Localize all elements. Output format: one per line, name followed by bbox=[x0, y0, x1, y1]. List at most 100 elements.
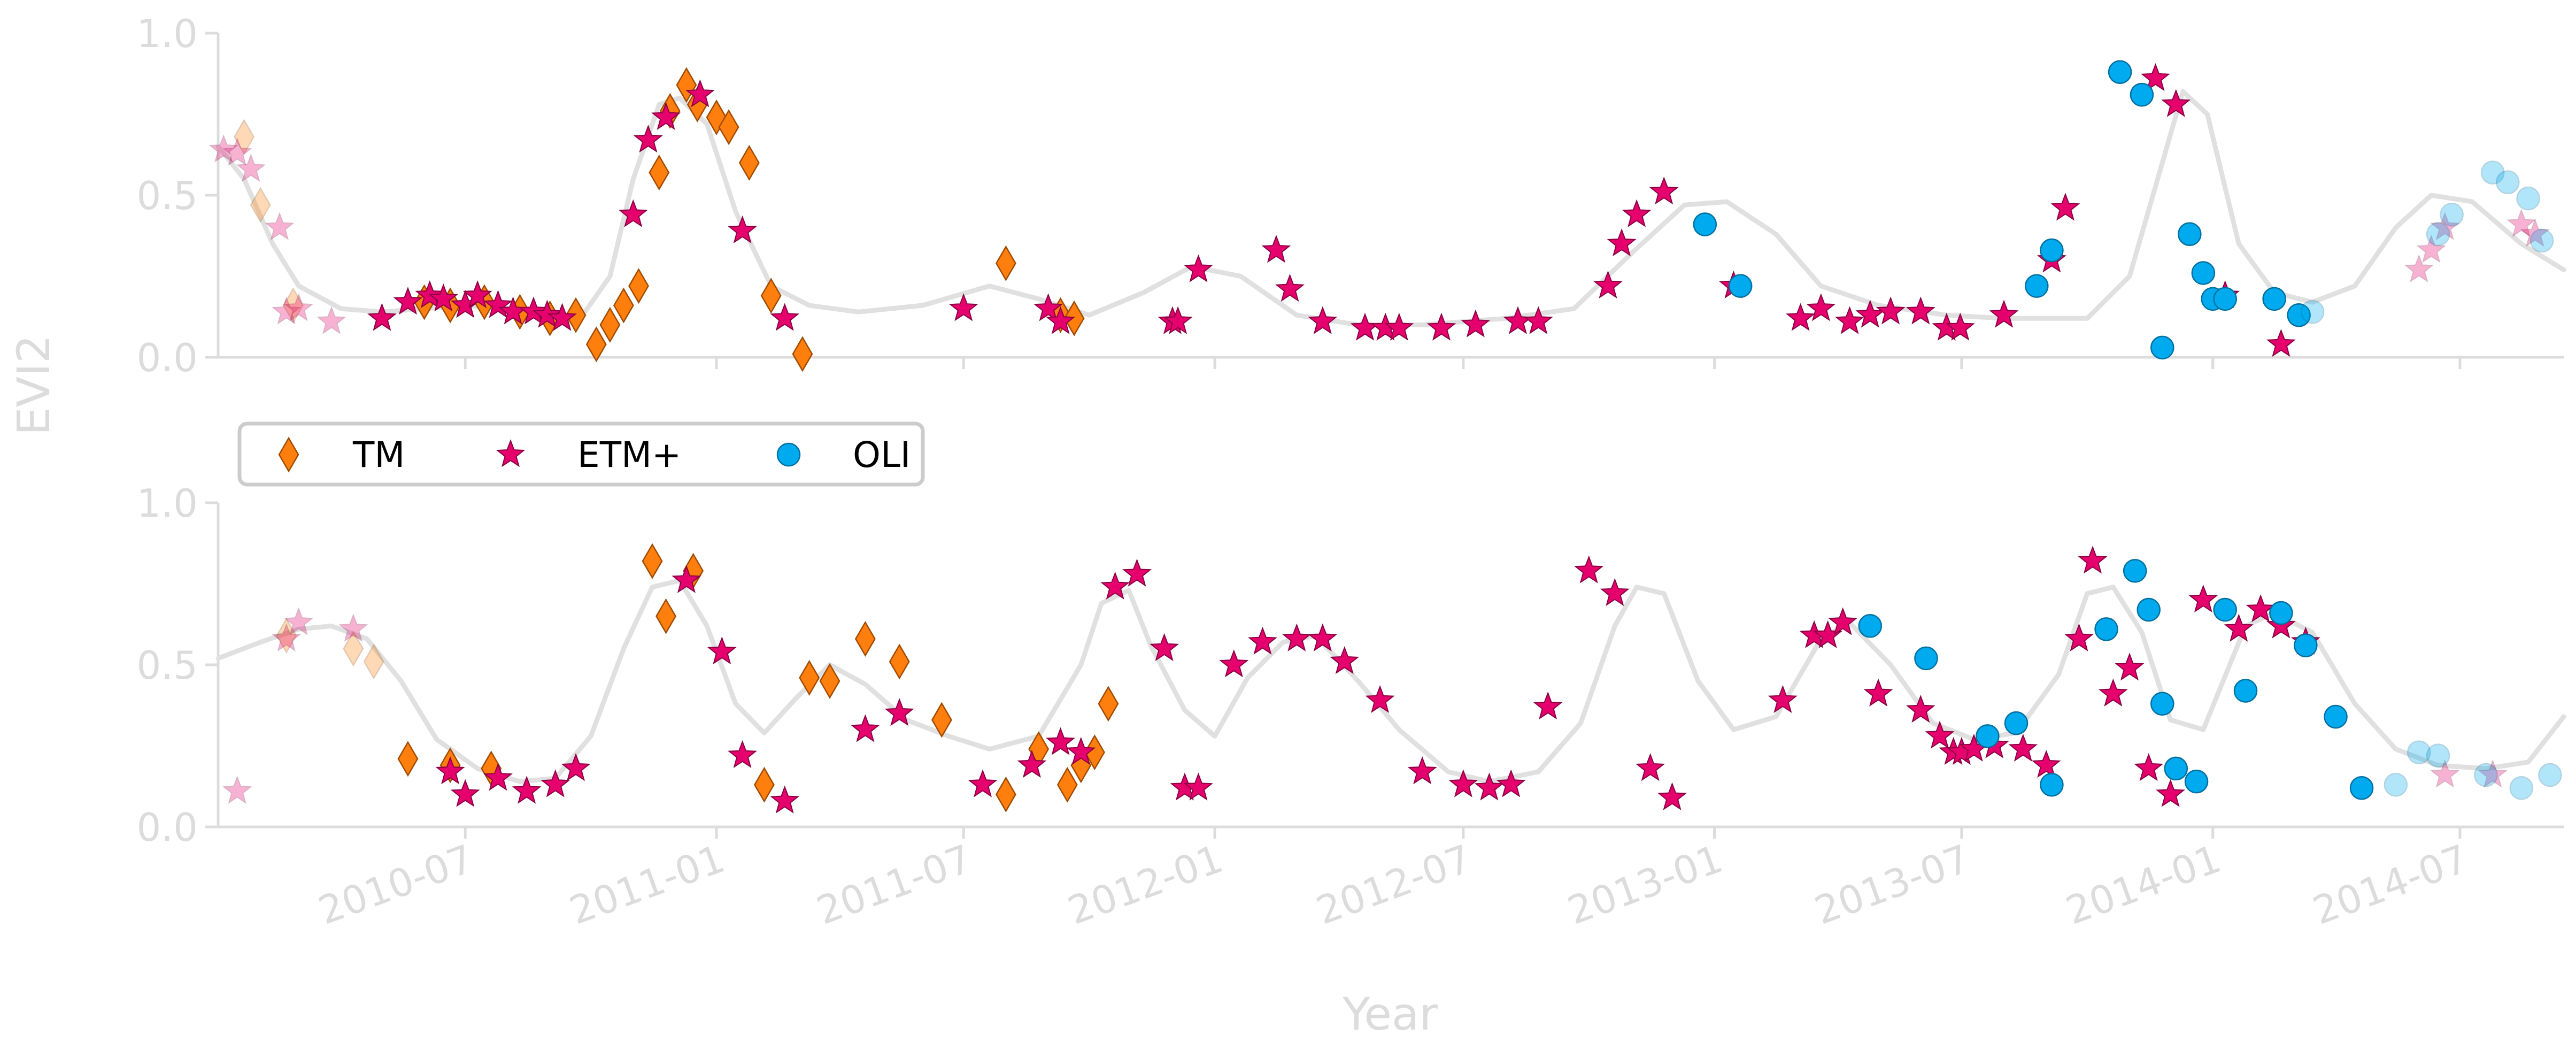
legend-frame bbox=[237, 421, 925, 487]
data-point-etm-plus bbox=[428, 283, 458, 312]
data-point-etm-plus bbox=[483, 763, 513, 791]
data-point-etm-plus bbox=[209, 134, 238, 163]
data-point-oli bbox=[2349, 776, 2374, 800]
data-point-tm bbox=[234, 119, 254, 155]
data-point-etm-plus bbox=[2404, 254, 2434, 282]
data-point-etm-plus bbox=[1282, 623, 1312, 651]
data-point-etm-plus bbox=[2098, 678, 2128, 707]
data-point-oli bbox=[2040, 238, 2064, 263]
data-point-etm-plus bbox=[1426, 312, 1456, 341]
data-point-oli bbox=[1914, 646, 1938, 671]
data-point-oli bbox=[2287, 303, 2311, 327]
data-point-oli bbox=[2426, 222, 2450, 246]
data-point-etm-plus bbox=[222, 137, 252, 166]
data-point-etm-plus bbox=[2416, 235, 2446, 263]
data-point-etm-plus bbox=[1607, 228, 1637, 257]
data-point-etm-plus bbox=[2246, 594, 2276, 623]
data-point-etm-plus bbox=[1184, 772, 1213, 801]
data-point-tm bbox=[1056, 766, 1078, 803]
data-point-etm-plus bbox=[1150, 633, 1179, 661]
data-point-etm-plus bbox=[1649, 177, 1679, 205]
data-point-etm-plus bbox=[2266, 328, 2296, 357]
data-point-tm bbox=[706, 99, 727, 136]
data-point-tm bbox=[718, 109, 739, 145]
data-point-tm bbox=[995, 776, 1016, 812]
data-point-etm-plus bbox=[1365, 685, 1395, 713]
data-point-oli bbox=[1858, 614, 1883, 638]
data-point-etm-plus bbox=[284, 293, 314, 321]
x-tick-label: 2011-01 bbox=[564, 836, 730, 933]
data-point-etm-plus bbox=[541, 769, 570, 797]
data-point-etm-plus bbox=[2008, 733, 2038, 762]
data-point-etm-plus bbox=[1308, 623, 1338, 651]
y-tick-label: 0.0 bbox=[136, 335, 198, 380]
data-point-etm-plus bbox=[1945, 312, 1975, 341]
data-point-tm bbox=[738, 144, 760, 181]
data-point-oli bbox=[2164, 756, 2188, 781]
data-point-etm-plus bbox=[2478, 760, 2508, 788]
data-point-etm-plus bbox=[968, 769, 998, 797]
data-point-tm bbox=[854, 621, 876, 657]
data-point-oli bbox=[2269, 601, 2293, 625]
data-point-etm-plus bbox=[1906, 694, 1935, 723]
data-point-etm-plus bbox=[317, 306, 346, 334]
x-tick-label: 2014-07 bbox=[2307, 836, 2473, 933]
data-point-etm-plus bbox=[2050, 193, 2080, 221]
data-point-etm-plus bbox=[2064, 623, 2094, 651]
data-point-etm-plus bbox=[1906, 296, 1935, 325]
data-point-oli bbox=[2407, 740, 2431, 764]
y-tick-label: 0.5 bbox=[136, 643, 198, 688]
data-point-etm-plus bbox=[1593, 270, 1623, 298]
data-point-etm-plus bbox=[1768, 685, 1798, 713]
data-point-tm bbox=[276, 617, 297, 654]
data-point-etm-plus bbox=[1503, 306, 1533, 334]
data-point-oli bbox=[2025, 274, 2049, 298]
data-point-etm-plus bbox=[707, 636, 737, 665]
data-point-oli bbox=[2509, 776, 2534, 800]
data-point-etm-plus bbox=[284, 607, 314, 635]
data-point-oli bbox=[2440, 203, 2464, 227]
data-point-etm-plus bbox=[1622, 199, 1652, 227]
data-point-etm-plus bbox=[1876, 296, 1906, 325]
data-point-tm bbox=[649, 155, 670, 191]
data-point-etm-plus bbox=[1407, 756, 1437, 785]
data-point-etm-plus bbox=[1275, 273, 1305, 302]
data-point-tm bbox=[1063, 300, 1085, 336]
y-tick-label: 1.0 bbox=[136, 11, 198, 56]
data-point-etm-plus bbox=[1496, 769, 1526, 797]
data-point-etm-plus bbox=[2115, 653, 2145, 681]
data-point-oli bbox=[2191, 261, 2216, 285]
data-point-etm-plus bbox=[1461, 309, 1491, 337]
data-point-oli bbox=[2426, 743, 2450, 768]
data-point-etm-plus bbox=[1523, 306, 1553, 334]
data-point-oli bbox=[2262, 287, 2286, 311]
data-point-etm-plus bbox=[1066, 737, 1096, 765]
data-point-etm-plus bbox=[1448, 769, 1478, 797]
data-point-oli bbox=[2294, 633, 2318, 657]
data-point-etm-plus bbox=[393, 287, 423, 315]
data-point-oli bbox=[2004, 711, 2029, 735]
legend: TM ETM+ OLI bbox=[237, 421, 925, 487]
legend-marker-tm bbox=[278, 436, 299, 473]
data-point-etm-plus bbox=[618, 199, 648, 227]
x-tick-label: 2010-07 bbox=[313, 836, 479, 933]
smoothed-curve bbox=[215, 578, 2566, 784]
data-point-oli bbox=[2094, 617, 2118, 641]
data-point-tm bbox=[282, 287, 304, 324]
data-point-oli bbox=[2137, 597, 2161, 622]
data-point-etm-plus bbox=[462, 280, 492, 309]
data-point-oli bbox=[2233, 679, 2258, 703]
data-point-tm bbox=[819, 663, 840, 699]
data-point-etm-plus bbox=[1350, 312, 1380, 341]
data-point-etm-plus bbox=[728, 740, 757, 768]
data-point-etm-plus bbox=[561, 753, 591, 781]
data-point-tm bbox=[889, 643, 910, 680]
data-point-etm-plus bbox=[2031, 750, 2061, 778]
top-panel: 0.0 0.5 1.0 bbox=[136, 11, 2566, 380]
data-point-etm-plus bbox=[512, 776, 542, 804]
data-point-tm bbox=[397, 741, 419, 777]
data-point-tm bbox=[995, 245, 1016, 281]
data-point-etm-plus bbox=[1184, 254, 1213, 282]
data-point-tm bbox=[655, 598, 677, 634]
legend-label: TM bbox=[352, 434, 405, 475]
